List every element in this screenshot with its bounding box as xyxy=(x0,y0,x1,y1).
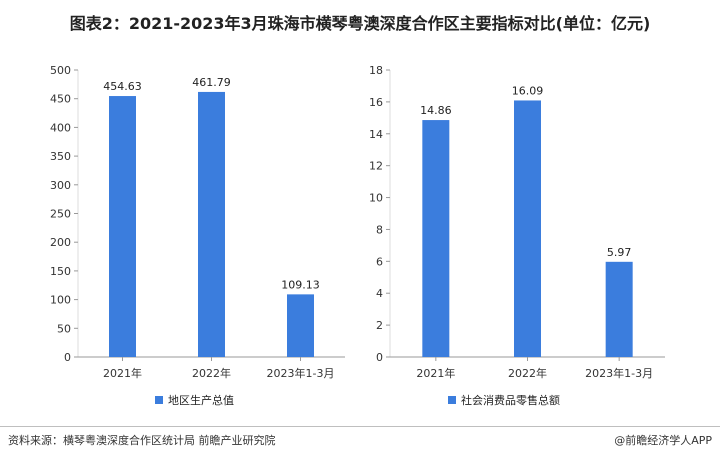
brand-label: @前瞻经济学人APP xyxy=(614,434,712,447)
y-tick-label: 14 xyxy=(369,128,383,141)
y-tick-label: 8 xyxy=(376,223,383,236)
bar-value-label: 5.97 xyxy=(607,246,632,259)
legend-label: 地区生产总值 xyxy=(168,393,234,407)
y-tick-label: 50 xyxy=(57,322,71,335)
right-chart-retail-sales: 0 2 4 6 8 10 12 14 16 18 14.86 2021年 16.09 2022年 5.97 2… xyxy=(369,64,665,407)
source-note: 资料来源：横琴粤澳深度合作区统计局 前瞻产业研究院 xyxy=(8,434,276,447)
y-tick-label: 100 xyxy=(50,294,71,307)
y-tick-label: 450 xyxy=(50,93,71,106)
chart-title: 图表2：2021-2023年3月珠海市横琴粤澳深度合作区主要指标对比(单位：亿元… xyxy=(69,14,651,33)
bar-value-label: 454.63 xyxy=(103,80,142,93)
y-tick-label: 200 xyxy=(50,236,71,249)
y-tick-label: 400 xyxy=(50,121,71,134)
legend-label: 社会消费品零售总额 xyxy=(461,393,560,407)
y-tick-label: 350 xyxy=(50,150,71,163)
left-chart-gdp: 0 50 100 150 200 250 300 350 400 450 500 454.63 2021… xyxy=(50,64,345,407)
x-tick-label: 2021年 xyxy=(103,366,142,380)
bar xyxy=(605,261,633,357)
y-tick-label: 16 xyxy=(369,96,383,109)
bar-value-label: 461.79 xyxy=(192,76,231,89)
y-tick-label: 10 xyxy=(369,192,383,205)
x-tick-label: 2021年 xyxy=(416,366,455,380)
y-tick-label: 4 xyxy=(376,287,383,300)
bar xyxy=(422,120,450,357)
legend-swatch xyxy=(448,396,456,404)
y-tick-label: 500 xyxy=(50,64,71,77)
legend-swatch xyxy=(155,396,163,404)
y-tick-label: 0 xyxy=(376,351,383,364)
y-tick-label: 250 xyxy=(50,208,71,221)
footer-divider xyxy=(0,426,720,427)
bar xyxy=(198,91,225,357)
y-tick-label: 18 xyxy=(369,64,383,77)
x-tick-label: 2023年1-3月 xyxy=(585,366,653,380)
bar xyxy=(287,294,314,357)
bar xyxy=(514,100,541,357)
x-tick-label: 2023年1-3月 xyxy=(267,366,335,380)
bar xyxy=(109,96,136,357)
y-tick-label: 0 xyxy=(64,351,71,364)
y-tick-label: 12 xyxy=(369,160,383,173)
y-tick-label: 300 xyxy=(50,179,71,192)
y-tick-label: 150 xyxy=(50,265,71,278)
bar-value-label: 109.13 xyxy=(281,278,320,291)
y-tick-label: 6 xyxy=(376,255,383,268)
bar-value-label: 16.09 xyxy=(512,84,544,97)
x-tick-label: 2022年 xyxy=(508,366,547,380)
x-tick-label: 2022年 xyxy=(192,366,231,380)
bar-value-label: 14.86 xyxy=(420,104,452,117)
y-tick-label: 2 xyxy=(376,319,383,332)
